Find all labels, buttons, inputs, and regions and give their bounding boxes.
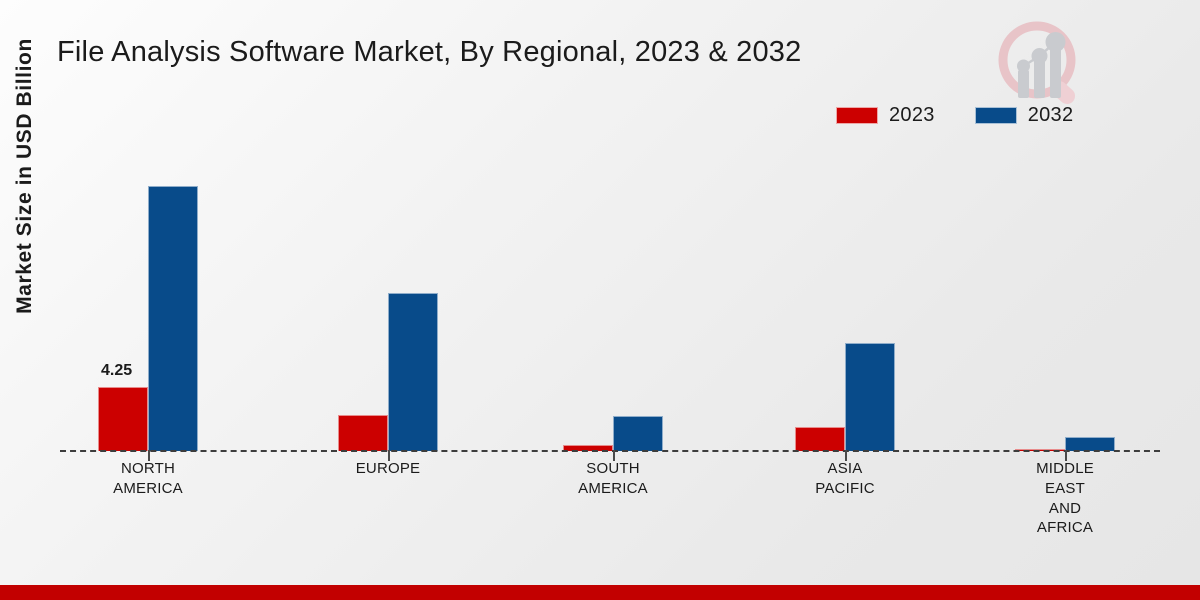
legend-label-2032: 2032 — [1027, 104, 1074, 126]
x-axis-category-label: EUROPE — [303, 459, 473, 479]
legend-item-2032[interactable]: 2032 — [974, 104, 1074, 127]
x-axis-category-label: SOUTH AMERICA — [528, 459, 698, 499]
category-label-line: AMERICA — [113, 479, 183, 497]
y-axis-label: Market Size in USD Billion — [13, 38, 36, 314]
market-research-magnifier-logo — [985, 14, 1095, 114]
x-axis-tick — [148, 450, 150, 461]
category-label-line: EUROPE — [355, 460, 421, 477]
x-axis-category-label: ASIA PACIFIC — [760, 459, 930, 499]
category-label-line: AMERICA — [578, 479, 648, 497]
chart-legend: 2023 2032 — [836, 104, 1073, 127]
x-axis-category-label: MIDDLE EAST AND AFRICA — [980, 459, 1150, 538]
x-axis-baseline — [60, 450, 1160, 452]
bar-group — [1000, 150, 1130, 451]
bar-2023[interactable] — [338, 414, 388, 451]
legend-swatch-2023 — [836, 107, 878, 124]
plot-area — [60, 150, 1160, 451]
bar-2023[interactable] — [795, 426, 845, 451]
category-label-line: ASIA — [827, 460, 863, 477]
category-label-line: MIDDLE — [1036, 460, 1094, 477]
bar-pair — [548, 150, 678, 451]
bar-pair — [323, 150, 453, 451]
bar-2023[interactable] — [563, 444, 613, 451]
bar-2032[interactable] — [845, 342, 895, 451]
bar-data-label: 4.25 — [101, 362, 133, 380]
bar-pair — [83, 150, 213, 451]
category-label-line: NORTH — [120, 460, 176, 477]
category-label-line: SOUTH — [586, 460, 640, 477]
bar-group — [83, 150, 213, 451]
bar-pair — [1000, 150, 1130, 451]
bar-group — [548, 150, 678, 451]
bar-group — [780, 150, 910, 451]
x-axis-tick — [613, 450, 615, 461]
category-label-line: AND — [1048, 499, 1082, 517]
x-axis-tick — [388, 450, 390, 461]
category-label-line: PACIFIC — [815, 479, 875, 497]
bar-2032[interactable] — [613, 416, 663, 451]
category-label-line: AFRICA — [1036, 519, 1094, 537]
x-axis-category-label: NORTH AMERICA — [63, 459, 233, 499]
bar-2032[interactable] — [1065, 437, 1115, 451]
bar-2023[interactable] — [98, 387, 148, 451]
footer-accent-bar — [0, 585, 1200, 600]
x-axis-tick — [845, 450, 847, 461]
legend-label-2023: 2023 — [889, 104, 935, 126]
bar-group — [323, 150, 453, 451]
bar-pair — [780, 150, 910, 451]
category-label-line: EAST — [1045, 479, 1085, 497]
legend-swatch-2032 — [974, 107, 1017, 124]
bar-2032[interactable] — [148, 186, 198, 451]
chart-title: File Analysis Software Market, By Region… — [57, 36, 802, 68]
x-axis-tick — [1065, 450, 1067, 461]
bar-2032[interactable] — [388, 292, 438, 451]
legend-item-2023[interactable]: 2023 — [836, 104, 935, 127]
